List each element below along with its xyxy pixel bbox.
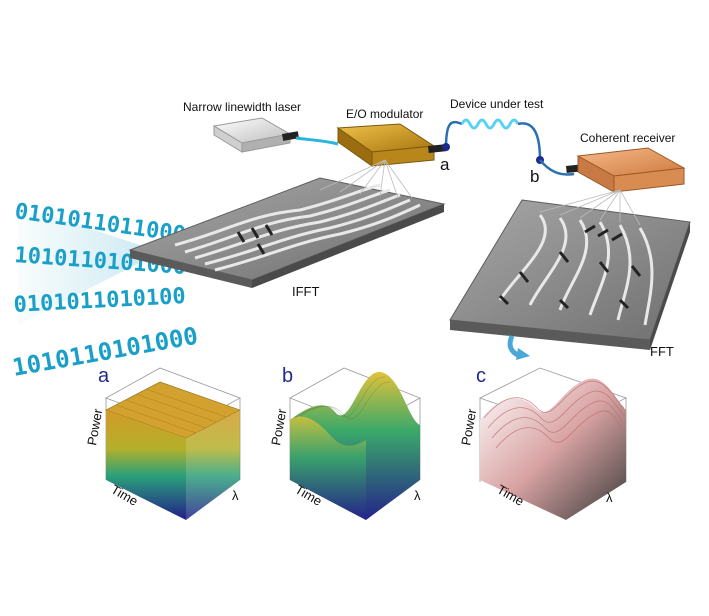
ifft-label: IFFT bbox=[292, 284, 319, 299]
eo-modulator bbox=[336, 123, 447, 167]
fiber-laser-to-modulator bbox=[295, 136, 339, 146]
device-under-test bbox=[442, 118, 544, 164]
point-a-label: a bbox=[440, 155, 450, 174]
receiver-label: Coherent receiver bbox=[580, 131, 675, 145]
panel-a-letter: a bbox=[98, 365, 110, 387]
panel-c-ylabel: Power bbox=[458, 407, 479, 447]
panel-a-zlabel: λ bbox=[232, 488, 239, 503]
arrow-head bbox=[516, 348, 530, 360]
ifft-chip bbox=[128, 159, 446, 288]
panel-c-letter: c bbox=[476, 365, 486, 387]
bitstream: 0101011011000 1010110101000 010101101010… bbox=[10, 199, 200, 382]
panel-c bbox=[478, 367, 628, 520]
modulator-label: E/O modulator bbox=[346, 107, 423, 121]
fft-label: FFT bbox=[650, 344, 674, 359]
panel-b bbox=[289, 367, 421, 520]
fiber-to-receiver bbox=[539, 159, 575, 176]
panel-b-letter: b bbox=[282, 365, 293, 387]
panel-b-zlabel: λ bbox=[414, 488, 421, 503]
fft-chip bbox=[449, 189, 691, 350]
narrow-linewidth-laser bbox=[212, 117, 299, 153]
point-b-label: b bbox=[530, 167, 539, 186]
coherent-receiver bbox=[566, 147, 686, 193]
panel-a bbox=[105, 367, 241, 520]
dut-label: Device under test bbox=[450, 97, 544, 111]
laser-label: Narrow linewidth laser bbox=[183, 100, 301, 114]
panel-b-ylabel: Power bbox=[268, 407, 289, 447]
panel-a-ylabel: Power bbox=[84, 407, 105, 447]
panel-c-zlabel: λ bbox=[606, 490, 613, 505]
